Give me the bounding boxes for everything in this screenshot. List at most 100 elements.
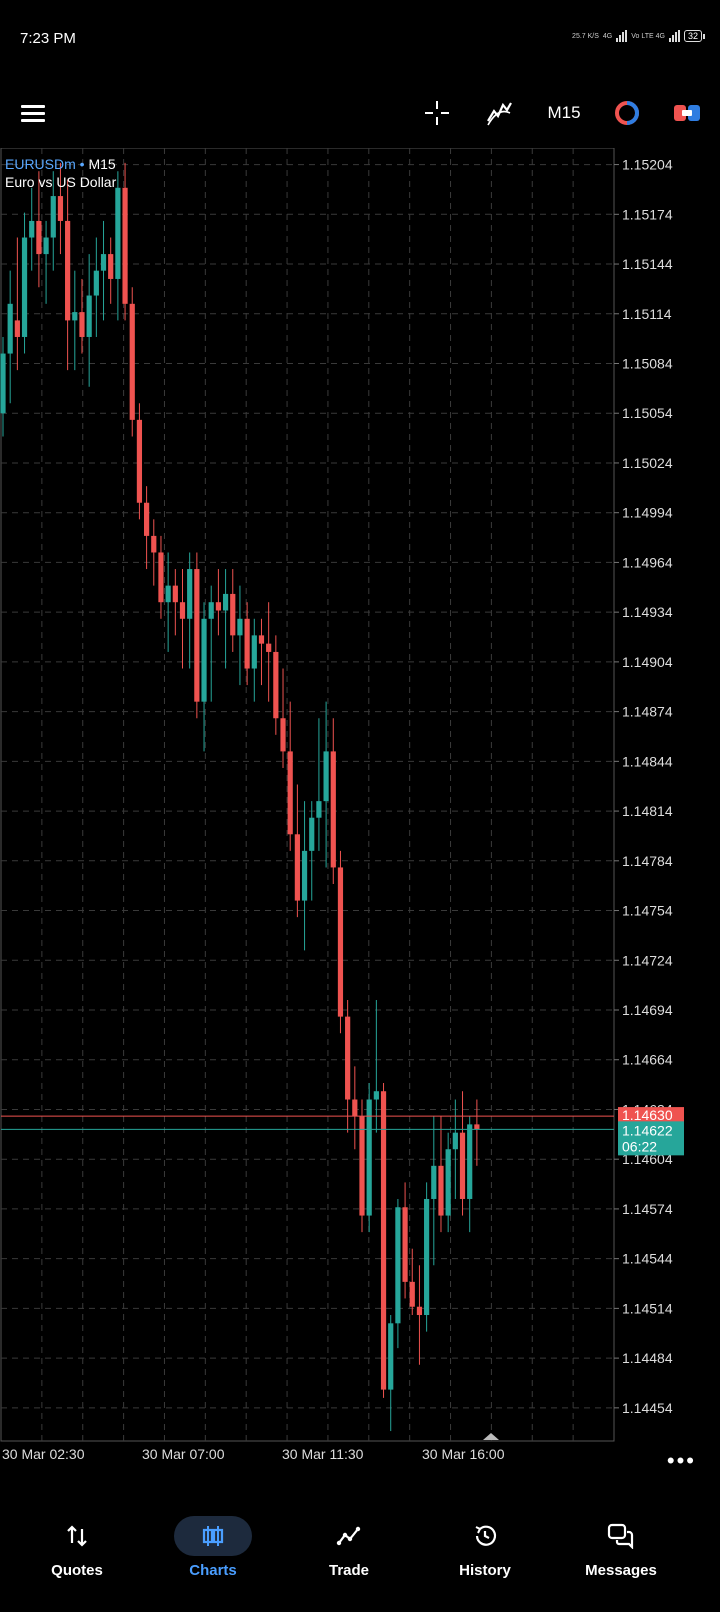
candle-body: [474, 1124, 480, 1130]
price-axis-label: 1.14454: [622, 1400, 673, 1416]
chart-toolbar: M15: [0, 90, 720, 136]
trade-panel-icon[interactable]: [664, 90, 710, 136]
candle-body: [359, 1116, 365, 1216]
candle-body: [72, 312, 78, 321]
candle-body: [395, 1207, 401, 1324]
candle-body: [273, 651, 279, 719]
price-axis-label: 1.14694: [622, 1002, 673, 1018]
candle-body: [237, 618, 243, 636]
price-axis-label: 1.15114: [622, 306, 672, 322]
candle-body: [287, 751, 293, 835]
candle-body: [43, 237, 49, 255]
price-axis-label: 1.15054: [622, 405, 673, 421]
candle-body: [0, 353, 6, 414]
quotes-icon: [38, 1516, 116, 1556]
candle-body: [251, 635, 257, 669]
candle-body: [194, 569, 200, 702]
candle-body: [266, 643, 272, 652]
price-axis-label: 1.15174: [622, 206, 673, 222]
net-speed: 25.7 K/S: [572, 32, 599, 40]
price-axis-label: 1.15204: [622, 157, 673, 173]
nav-trade[interactable]: Trade: [279, 1500, 419, 1612]
chart-type-icon[interactable]: [604, 90, 650, 136]
history-icon: [446, 1516, 524, 1556]
candle-body: [50, 196, 56, 238]
nav-charts[interactable]: Charts: [143, 1500, 283, 1612]
candle-body: [208, 602, 214, 619]
price-axis-label: 1.14874: [622, 704, 673, 720]
candle-body: [36, 220, 42, 255]
status-bar: 7:23 PM 25.7 K/S 4G Vo LTE 4G 32: [0, 0, 720, 80]
price-axis-label: 1.14724: [622, 952, 673, 968]
bottom-navigation: Quotes Charts Trade History Messages: [0, 1500, 720, 1612]
status-icons: 25.7 K/S 4G Vo LTE 4G 32: [572, 30, 706, 42]
nav-label-trade: Trade: [328, 1562, 370, 1579]
candle-body: [115, 187, 121, 279]
price-chart[interactable]: 1.15204 1.15174 1.15144 1.15114 1.15084 1.150…: [0, 148, 720, 1500]
candle-body: [366, 1099, 372, 1216]
charts-icon: [174, 1516, 252, 1556]
chart-symbol[interactable]: EURUSDm: [5, 156, 76, 172]
more-options-icon[interactable]: •••: [666, 1448, 696, 1473]
candle-body: [388, 1323, 394, 1390]
candle-body: [86, 295, 92, 337]
price-axis-label: 1.14514: [622, 1300, 673, 1316]
messages-icon: [582, 1516, 660, 1556]
candle-body: [301, 850, 308, 901]
price-axis-label: 1.14844: [622, 753, 673, 769]
candle-body: [187, 569, 193, 619]
price-axis-label: 1.14964: [622, 554, 673, 570]
candle-body: [108, 254, 114, 279]
nav-quotes[interactable]: Quotes: [7, 1500, 147, 1612]
candle-body: [93, 270, 99, 296]
nav-label-charts: Charts: [189, 1562, 237, 1579]
bar-countdown-label: 06:22: [622, 1138, 657, 1154]
menu-icon[interactable]: [10, 90, 56, 136]
nav-history[interactable]: History: [415, 1500, 555, 1612]
candle-body: [258, 635, 265, 644]
status-time: 7:23 PM: [20, 30, 76, 47]
nav-label-quotes: Quotes: [51, 1562, 103, 1579]
price-axis-label: 1.15144: [622, 256, 673, 272]
candle-body: [459, 1132, 466, 1199]
candle-body: [21, 237, 28, 337]
signal-icon: [668, 30, 680, 42]
ask-price-label: 1.14630: [622, 1107, 673, 1123]
trade-icon: [310, 1516, 388, 1556]
nav-messages[interactable]: Messages: [551, 1500, 691, 1612]
candle-body: [222, 593, 229, 611]
candle-body: [337, 867, 344, 1017]
candle-body: [438, 1165, 444, 1216]
candle-body: [57, 196, 64, 221]
candle-body: [316, 801, 322, 818]
candle-body: [14, 320, 20, 337]
candle-body: [323, 751, 329, 802]
bid-price-tag: [618, 1121, 684, 1156]
candle-body: [151, 535, 157, 553]
price-axis-label: 1.15024: [622, 455, 673, 471]
candle-body: [215, 602, 221, 611]
price-axis-label: 1.15084: [622, 356, 673, 372]
timeframe-button[interactable]: M15: [547, 103, 581, 122]
indicators-icon[interactable]: [476, 90, 522, 136]
candle-body: [230, 593, 236, 636]
candle-body: [100, 254, 107, 271]
chart-canvas[interactable]: 1.15204 1.15174 1.15144 1.15114 1.15084 1.150…: [0, 148, 720, 1500]
candle-body: [158, 552, 164, 603]
price-axis-label: 1.14754: [622, 903, 673, 919]
candle-body: [452, 1132, 458, 1150]
candle-body: [7, 303, 13, 354]
symbol-marker: •: [79, 156, 85, 172]
price-axis-label: 1.14544: [622, 1251, 673, 1267]
bid-price-label: 1.14622: [622, 1122, 673, 1138]
crosshair-icon[interactable]: [414, 90, 460, 136]
candle-body: [179, 602, 186, 619]
candle-body: [172, 585, 178, 603]
candle-body: [309, 817, 315, 851]
price-axis-label: 1.14994: [622, 505, 673, 521]
time-axis-label: 30 Mar 11:30: [282, 1446, 364, 1462]
chart-symbol-line: EURUSDm • M15: [5, 156, 116, 172]
signal-icon: [616, 30, 628, 42]
candle-body: [244, 618, 250, 669]
nav-label-history: History: [459, 1562, 511, 1579]
